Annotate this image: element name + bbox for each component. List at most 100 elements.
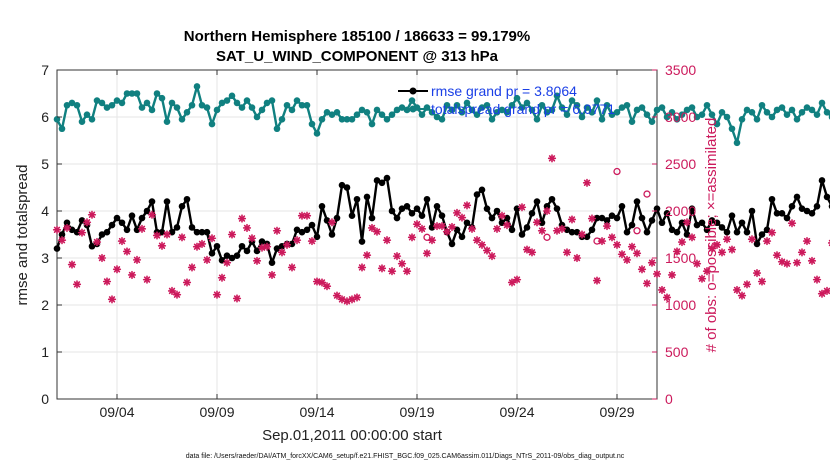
rmse-point bbox=[313, 233, 321, 241]
totalspread-point bbox=[78, 118, 86, 125]
asterisk-stroke bbox=[253, 257, 261, 264]
totalspread-point bbox=[213, 106, 221, 114]
totalspread-point bbox=[408, 97, 416, 104]
rmse-point bbox=[198, 228, 206, 236]
totalspread-point bbox=[278, 116, 286, 123]
obs-assimilated-point bbox=[277, 248, 287, 257]
asterisk-stroke bbox=[598, 237, 606, 245]
totalspread-point bbox=[338, 116, 346, 123]
rmse-point bbox=[113, 214, 121, 222]
asterisk-stroke bbox=[733, 286, 741, 294]
obs-assimilated-point bbox=[247, 234, 257, 243]
totalspread-point bbox=[623, 101, 631, 109]
totalspread-point bbox=[323, 109, 331, 116]
obs-assimilated-point bbox=[622, 255, 632, 264]
y-axis-right: 0 500 1000 1500 2000 2500 3000 3500 bbox=[652, 62, 696, 407]
obs-assimilated-point bbox=[157, 241, 167, 250]
rmse-point bbox=[703, 226, 711, 234]
totalspread-point bbox=[318, 116, 326, 123]
rmse-point bbox=[723, 228, 731, 236]
totalspread-point bbox=[198, 101, 206, 109]
y-tick-label-right: 2500 bbox=[665, 156, 696, 172]
asterisk-stroke bbox=[173, 291, 181, 298]
rmse-point bbox=[718, 224, 726, 231]
asterisk-stroke bbox=[608, 234, 616, 241]
obs-assimilated-point bbox=[372, 227, 382, 236]
asterisk-stroke bbox=[768, 229, 776, 236]
totalspread-point bbox=[428, 109, 436, 116]
rmse-point bbox=[478, 186, 486, 194]
asterisk-stroke bbox=[638, 266, 646, 273]
obs-assimilated-point bbox=[717, 248, 727, 257]
rmse-point bbox=[463, 219, 471, 227]
obs-assimilated-point bbox=[262, 242, 272, 251]
asterisk-stroke bbox=[163, 231, 171, 238]
totalspread-point bbox=[118, 99, 126, 107]
totalspread-point bbox=[508, 101, 516, 109]
totalspread-point bbox=[258, 106, 266, 114]
obs-assimilated-point bbox=[107, 295, 117, 304]
rmse-point bbox=[728, 212, 736, 219]
y-tick-label-right: 500 bbox=[665, 344, 689, 360]
totalspread-point bbox=[773, 106, 781, 114]
totalspread-point bbox=[378, 111, 386, 118]
obs-assimilated-point bbox=[462, 201, 472, 210]
asterisk-stroke bbox=[528, 249, 536, 256]
rmse-point bbox=[328, 231, 336, 238]
obs-assimilated-point bbox=[652, 269, 662, 279]
totalspread-point bbox=[138, 104, 146, 111]
asterisk-stroke bbox=[723, 236, 731, 243]
rmse-point bbox=[708, 217, 716, 224]
asterisk-stroke bbox=[318, 279, 326, 286]
rmse-point bbox=[773, 210, 781, 217]
obs-assimilated-point bbox=[212, 290, 222, 299]
rmse-point bbox=[523, 224, 531, 231]
totalspread-point bbox=[283, 101, 291, 109]
rmse-point bbox=[308, 221, 316, 229]
asterisk-stroke bbox=[393, 252, 401, 260]
obs-assimilated-point bbox=[602, 221, 612, 231]
rmse-point bbox=[568, 228, 576, 236]
asterisk-stroke bbox=[143, 276, 151, 283]
totalspread-point bbox=[538, 101, 546, 109]
rmse-point bbox=[753, 240, 761, 248]
totalspread-point bbox=[268, 97, 276, 104]
rmse-point bbox=[98, 231, 106, 238]
rmse-point bbox=[638, 214, 646, 222]
totalspread-point bbox=[743, 106, 751, 114]
legend-spread-marker bbox=[409, 105, 417, 113]
totalspread-point bbox=[228, 92, 236, 100]
obs-assimilated-point bbox=[322, 282, 332, 291]
asterisk-stroke bbox=[363, 252, 371, 259]
asterisk-stroke bbox=[773, 252, 781, 259]
rmse-point bbox=[358, 238, 366, 245]
legend-rmse: rmse grand pr = 3.8064 bbox=[431, 83, 577, 99]
totalspread-point bbox=[303, 101, 311, 109]
totalspread-point bbox=[553, 92, 561, 100]
asterisk-stroke bbox=[413, 220, 421, 228]
totalspread-point bbox=[468, 106, 476, 114]
rmse-point bbox=[183, 195, 191, 203]
totalspread-point bbox=[718, 109, 726, 116]
obs-assimilated-point bbox=[722, 235, 732, 244]
asterisk-stroke bbox=[378, 265, 386, 272]
obs-assimilated-point bbox=[227, 230, 237, 239]
totalspread-point bbox=[368, 120, 376, 128]
asterisk-stroke bbox=[518, 204, 526, 211]
rmse-point bbox=[613, 214, 621, 222]
legend-rmse-marker bbox=[409, 87, 417, 95]
rmse-point bbox=[88, 242, 96, 250]
rmse-point bbox=[378, 179, 386, 187]
totalspread-point bbox=[453, 101, 461, 109]
totalspread-point bbox=[103, 104, 111, 111]
asterisk-stroke bbox=[243, 224, 251, 232]
asterisk-stroke bbox=[273, 227, 281, 234]
totalspread-point bbox=[778, 104, 786, 111]
obs-assimilated-point bbox=[762, 236, 772, 246]
rmse-point bbox=[668, 226, 676, 234]
obs-assimilated-point bbox=[472, 236, 482, 245]
totalspread-point bbox=[638, 104, 646, 111]
totalspread-point bbox=[568, 97, 576, 104]
obs-assimilated-point bbox=[592, 276, 602, 285]
rmse-point bbox=[213, 242, 221, 250]
